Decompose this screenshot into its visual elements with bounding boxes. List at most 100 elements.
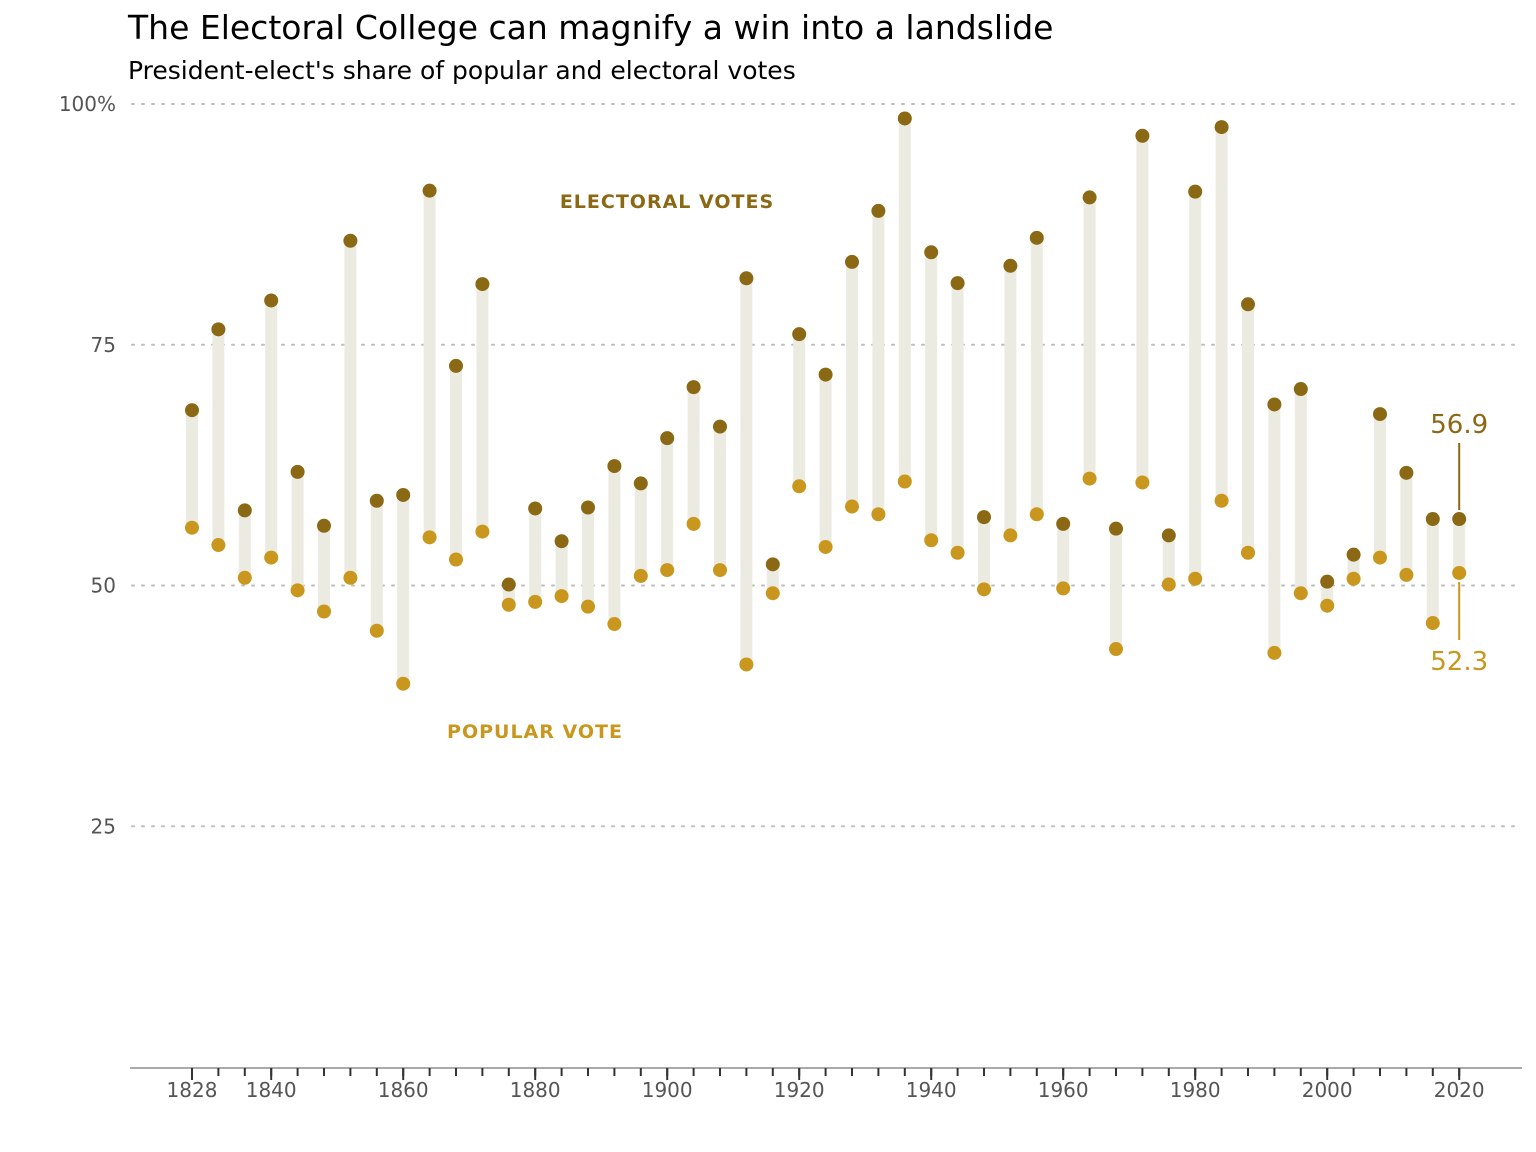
- popular-point-1988: [1241, 545, 1255, 560]
- popular-last-value: 52.3: [1430, 647, 1488, 677]
- popular-point-1940: [924, 533, 939, 548]
- popular-point-1936: [897, 474, 912, 489]
- popular-point-1904: [686, 516, 701, 531]
- electoral-point-1988: [1241, 297, 1255, 312]
- x-tick-label-1840: 1840: [246, 1078, 297, 1102]
- popular-point-1908: [713, 563, 727, 578]
- electoral-point-1960: [1056, 516, 1071, 531]
- electoral-point-1892: [607, 459, 622, 474]
- x-tick-label-2020: 2020: [1434, 1078, 1485, 1102]
- popular-point-2016: [1425, 616, 1440, 631]
- electoral-point-1900: [660, 431, 675, 446]
- electoral-point-1868: [449, 358, 463, 373]
- connectors: [186, 118, 1466, 684]
- electoral-point-1952: [1003, 258, 1018, 273]
- popular-point-1900: [660, 563, 675, 578]
- popular-point-1860: [396, 676, 411, 691]
- popular-point-1944: [950, 545, 965, 560]
- popular-point-1884: [554, 589, 569, 604]
- popular-point-1848: [317, 604, 331, 619]
- electoral-point-1876: [501, 577, 516, 592]
- popular-point-2012: [1399, 567, 1414, 582]
- x-tick-label-1920: 1920: [774, 1078, 825, 1102]
- data-points: [185, 111, 1467, 691]
- electoral-point-1980: [1188, 184, 1203, 199]
- electoral-point-1860: [396, 487, 411, 502]
- popular-point-1888: [581, 599, 595, 614]
- electoral-point-1972: [1135, 128, 1150, 143]
- popular-point-2000: [1320, 598, 1335, 613]
- electoral-point-1924: [818, 367, 833, 382]
- electoral-point-1872: [475, 277, 490, 292]
- electoral-series-label: ELECTORAL VOTES: [560, 191, 774, 213]
- electoral-point-1848: [317, 518, 331, 533]
- x-tick-label-1860: 1860: [378, 1078, 429, 1102]
- popular-point-1844: [290, 583, 305, 598]
- gridlines: 100% 75 50 25: [59, 92, 1521, 838]
- popular-point-1972: [1135, 475, 1150, 490]
- popular-point-2020: [1452, 565, 1467, 580]
- electoral-point-1908: [713, 419, 727, 434]
- x-tick-label-1940: 1940: [906, 1078, 957, 1102]
- electoral-point-2016: [1425, 512, 1440, 527]
- electoral-point-1932: [871, 203, 886, 218]
- x-tick-label-1980: 1980: [1170, 1078, 1221, 1102]
- popular-point-2004: [1346, 571, 1361, 586]
- x-tick-label-1900: 1900: [642, 1078, 693, 1102]
- electoral-point-1856: [369, 493, 384, 508]
- popular-point-1952: [1003, 528, 1018, 543]
- electoral-point-1844: [290, 464, 305, 479]
- popular-point-1996: [1293, 586, 1308, 601]
- popular-point-1912: [739, 657, 754, 672]
- electoral-point-1884: [554, 534, 569, 549]
- electoral-point-2004: [1346, 547, 1361, 562]
- popular-point-1948: [977, 582, 991, 597]
- popular-point-1868: [449, 552, 463, 567]
- x-tick-label-2000: 2000: [1302, 1078, 1353, 1102]
- electoral-point-1920: [792, 327, 807, 342]
- popular-point-1840: [264, 550, 279, 565]
- popular-point-1976: [1161, 577, 1176, 592]
- popular-point-1896: [633, 568, 648, 583]
- popular-point-1876: [501, 597, 516, 612]
- popular-point-1920: [792, 479, 807, 494]
- electoral-point-1880: [528, 501, 543, 516]
- popular-point-1992: [1267, 645, 1282, 660]
- popular-point-1836: [237, 570, 252, 585]
- popular-point-1892: [607, 617, 622, 632]
- popular-point-1828: [185, 520, 199, 535]
- electoral-point-1916: [765, 557, 780, 572]
- electoral-point-1828: [185, 403, 199, 418]
- electoral-point-1832: [211, 322, 226, 337]
- electoral-point-1928: [845, 254, 859, 269]
- popular-point-1864: [422, 530, 437, 545]
- electoral-point-1852: [343, 233, 358, 248]
- electoral-point-1984: [1214, 120, 1229, 135]
- x-axis: 1828 1840 1860 1880 1900 1920 1940 1960 1980 2000…: [130, 1067, 1522, 1102]
- popular-point-1928: [845, 499, 859, 514]
- popular-point-1852: [343, 570, 358, 585]
- electoral-point-1940: [924, 245, 939, 260]
- x-tick-label-1960: 1960: [1038, 1078, 1089, 1102]
- chart-subtitle: President-elect's share of popular and e…: [128, 56, 796, 85]
- electoral-last-value: 56.9: [1430, 410, 1488, 440]
- electoral-point-1992: [1267, 397, 1282, 412]
- popular-point-1984: [1214, 493, 1229, 508]
- popular-point-1856: [369, 623, 384, 638]
- electoral-point-1904: [686, 380, 701, 395]
- electoral-point-1968: [1109, 521, 1123, 536]
- popular-point-1916: [765, 586, 780, 601]
- electoral-point-1976: [1161, 528, 1176, 543]
- electoral-point-1944: [950, 276, 965, 291]
- y-tick-label-50: 50: [91, 574, 116, 598]
- electoral-point-1936: [897, 111, 912, 126]
- electoral-point-2020: [1452, 512, 1467, 527]
- y-tick-label-25: 25: [91, 814, 116, 838]
- electoral-point-1864: [422, 183, 437, 198]
- popular-point-1956: [1029, 507, 1044, 522]
- electoral-point-1948: [977, 510, 991, 525]
- popular-point-1932: [871, 507, 886, 522]
- electoral-point-2012: [1399, 465, 1414, 480]
- popular-point-1880: [528, 594, 543, 609]
